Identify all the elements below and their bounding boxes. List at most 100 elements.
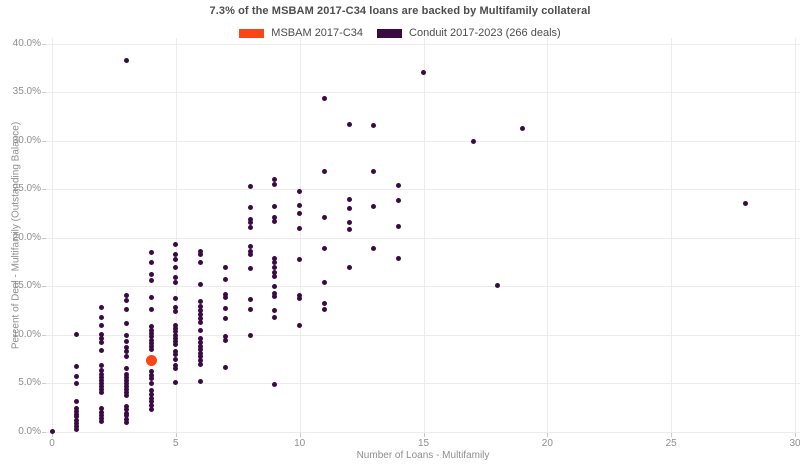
data-point (148, 346, 154, 352)
data-point (222, 337, 228, 343)
data-point (123, 349, 129, 355)
data-point (321, 96, 327, 102)
x-tick-label: 30 (789, 438, 800, 449)
gridline-horizontal (46, 189, 800, 190)
x-axis-tick (52, 433, 53, 437)
data-point (198, 281, 204, 287)
data-point (272, 181, 278, 187)
x-axis-tick (671, 433, 673, 437)
data-point (123, 377, 129, 383)
data-point (198, 260, 204, 266)
data-point (173, 352, 179, 358)
data-point (99, 374, 105, 380)
data-point (173, 279, 179, 285)
data-point (173, 335, 179, 341)
data-point (173, 326, 179, 332)
data-point (247, 204, 253, 210)
data-point (148, 372, 154, 378)
data-point (99, 416, 105, 422)
legend-label-msbam: MSBAM 2017-C34 (271, 27, 364, 39)
data-point (198, 354, 204, 360)
data-point (123, 365, 129, 371)
data-point (173, 274, 179, 280)
gridline-horizontal (46, 43, 800, 45)
data-point (123, 293, 129, 299)
data-point (173, 329, 179, 335)
data-point (198, 335, 204, 341)
data-point (198, 362, 204, 368)
data-point (198, 252, 204, 258)
data-point (222, 315, 228, 321)
data-point (123, 332, 129, 338)
data-point (396, 198, 402, 204)
data-point (148, 337, 154, 343)
data-point (272, 219, 278, 225)
data-point (272, 307, 278, 313)
data-point (74, 418, 80, 424)
data-point (148, 396, 154, 402)
data-point (222, 305, 228, 311)
data-point (198, 346, 204, 352)
data-point (148, 295, 154, 301)
data-point (148, 380, 154, 386)
data-point (272, 314, 278, 320)
x-tick-label: 25 (665, 438, 677, 449)
data-point (346, 121, 352, 127)
data-point (222, 333, 228, 339)
data-point (222, 292, 228, 298)
x-axis-tick (175, 433, 177, 437)
gridline-horizontal (46, 334, 800, 336)
data-point (123, 371, 129, 377)
data-point (123, 406, 129, 412)
x-axis-title: Number of Loans - Multifamily (356, 450, 490, 461)
data-point (297, 210, 303, 216)
data-point (99, 380, 105, 386)
data-point (247, 248, 253, 254)
y-axis-tick (42, 431, 46, 433)
data-point (148, 368, 154, 374)
data-point (123, 306, 129, 312)
data-point (74, 373, 80, 379)
data-point (99, 409, 105, 415)
x-axis-tick (299, 433, 301, 437)
gridline-horizontal (46, 286, 800, 287)
data-point (173, 363, 179, 369)
data-point (99, 405, 105, 411)
data-point (198, 315, 204, 321)
gridline-vertical (299, 38, 301, 433)
data-point (123, 387, 129, 393)
data-point (272, 273, 278, 279)
legend-label-conduit: Conduit 2017-2023 (266 deals) (409, 27, 561, 39)
data-point (148, 260, 154, 266)
x-tick-label: 10 (294, 438, 306, 449)
data-point (247, 216, 253, 222)
data-point (99, 390, 105, 396)
data-point (272, 269, 278, 275)
data-point (99, 419, 105, 425)
gridline-vertical (547, 38, 549, 433)
data-point (198, 320, 204, 326)
data-point (222, 364, 228, 370)
x-tick-label: 15 (417, 438, 430, 449)
data-point (74, 414, 80, 420)
data-point (148, 324, 154, 330)
data-point (421, 70, 426, 76)
data-point (123, 413, 129, 419)
data-point (396, 224, 402, 230)
data-point (198, 299, 204, 305)
data-point (74, 364, 80, 369)
data-point (272, 176, 278, 182)
data-point (148, 277, 154, 283)
data-point (148, 331, 154, 337)
data-point (123, 410, 129, 416)
y-tick-label: 25.0% (12, 183, 41, 194)
gridline-horizontal (46, 237, 800, 239)
data-point (99, 304, 105, 310)
data-point (173, 308, 179, 314)
data-point (247, 252, 253, 258)
data-point (173, 304, 179, 310)
data-point (173, 341, 179, 347)
data-point (272, 260, 278, 266)
data-point (99, 377, 105, 383)
